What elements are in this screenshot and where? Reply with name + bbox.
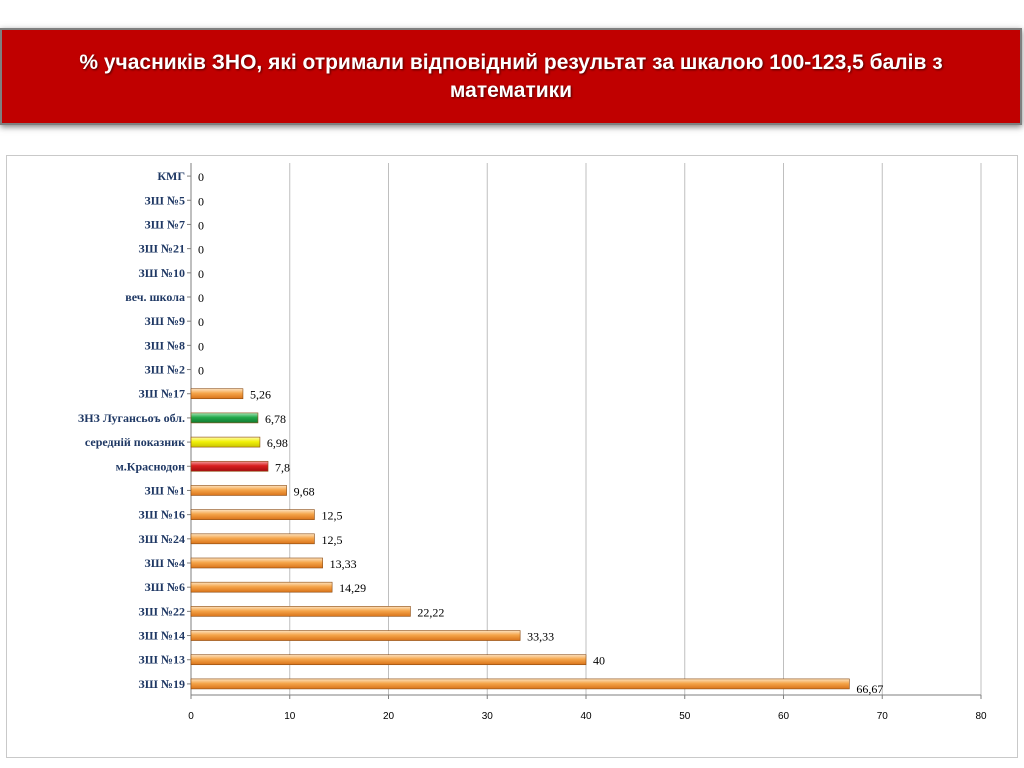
data-label: 40 (593, 654, 605, 668)
category-label: ЗШ №22 (138, 604, 185, 618)
data-label: 12,5 (321, 533, 342, 547)
bar (190, 581, 333, 593)
bar (190, 460, 269, 472)
data-label: 5,26 (250, 388, 271, 402)
bar (190, 557, 323, 569)
x-tick-label: 30 (482, 711, 494, 722)
data-label: 9,68 (294, 484, 315, 498)
data-label: 6,78 (265, 412, 286, 426)
category-label: ЗШ №14 (138, 629, 185, 643)
category-label: КМГ (157, 169, 185, 183)
category-label: ЗШ №17 (138, 387, 185, 401)
data-label: 33,33 (527, 630, 554, 644)
data-label: 0 (198, 218, 204, 232)
bar (190, 436, 261, 448)
category-label: ЗШ №5 (144, 193, 185, 207)
category-label: веч. школа (125, 290, 185, 304)
chart-frame: 0 10 20 30 40 50 60 70 80 КМГ 0 ЗШ №5 0 ЗШ №7 0 ЗШ №21 0… (6, 155, 1018, 758)
data-label: 7,8 (275, 460, 290, 474)
category-label: ЗШ №8 (144, 338, 185, 352)
data-label: 0 (198, 267, 204, 281)
category-label: ЗНЗ Лугансьоъ обл. (78, 411, 185, 425)
data-label: 14,29 (339, 581, 366, 595)
category-label: ЗШ №24 (138, 532, 185, 546)
data-label: 0 (198, 364, 204, 378)
data-label: 12,5 (321, 509, 342, 523)
x-tick-label: 10 (284, 711, 296, 722)
x-tick-label: 60 (778, 711, 790, 722)
bar (190, 509, 315, 520)
data-label: 13,33 (330, 557, 357, 571)
category-label: ЗШ №16 (138, 508, 185, 522)
x-tick-label: 70 (877, 711, 889, 722)
category-label: ЗШ №21 (138, 242, 185, 256)
chart-title: % учасників ЗНО, які отримали відповідни… (79, 50, 943, 102)
category-label: м.Краснодон (116, 459, 186, 473)
data-label: 0 (198, 243, 204, 257)
data-label: 0 (198, 315, 204, 329)
bar (190, 654, 587, 666)
bar (190, 678, 850, 690)
data-label: 0 (198, 170, 204, 184)
category-label: ЗШ №6 (144, 580, 185, 594)
data-label: 6,98 (267, 436, 288, 450)
category-label: середній показник (85, 435, 185, 449)
category-label: ЗШ №19 (138, 677, 185, 691)
bar (190, 630, 521, 641)
category-label: ЗШ №9 (144, 314, 185, 328)
title-banner: % учасників ЗНО, які отримали відповідни… (0, 28, 1022, 125)
bar (190, 533, 315, 545)
x-tick-label: 20 (383, 711, 395, 722)
category-label: ЗШ №4 (144, 556, 185, 570)
bar (190, 412, 259, 424)
x-tick-label: 0 (188, 711, 194, 722)
category-label: ЗШ №1 (144, 483, 185, 497)
bar (190, 388, 244, 400)
category-label: ЗШ №10 (138, 266, 185, 280)
x-tick-label: 80 (975, 711, 987, 722)
data-label: 22,22 (417, 605, 444, 619)
data-label: 0 (198, 194, 204, 208)
data-label: 66,67 (856, 682, 883, 696)
bar-chart: 0 10 20 30 40 50 60 70 80 КМГ 0 ЗШ №5 0 ЗШ №7 0 ЗШ №21 0… (78, 163, 987, 722)
x-tick-label: 50 (679, 711, 691, 722)
bar (190, 606, 411, 617)
data-label: 0 (198, 291, 204, 305)
category-label: ЗШ №7 (144, 217, 185, 231)
category-label: ЗШ №13 (138, 653, 185, 667)
category-label: ЗШ №2 (144, 363, 185, 377)
bar (190, 485, 287, 496)
data-label: 0 (198, 339, 204, 353)
x-tick-label: 40 (580, 711, 592, 722)
